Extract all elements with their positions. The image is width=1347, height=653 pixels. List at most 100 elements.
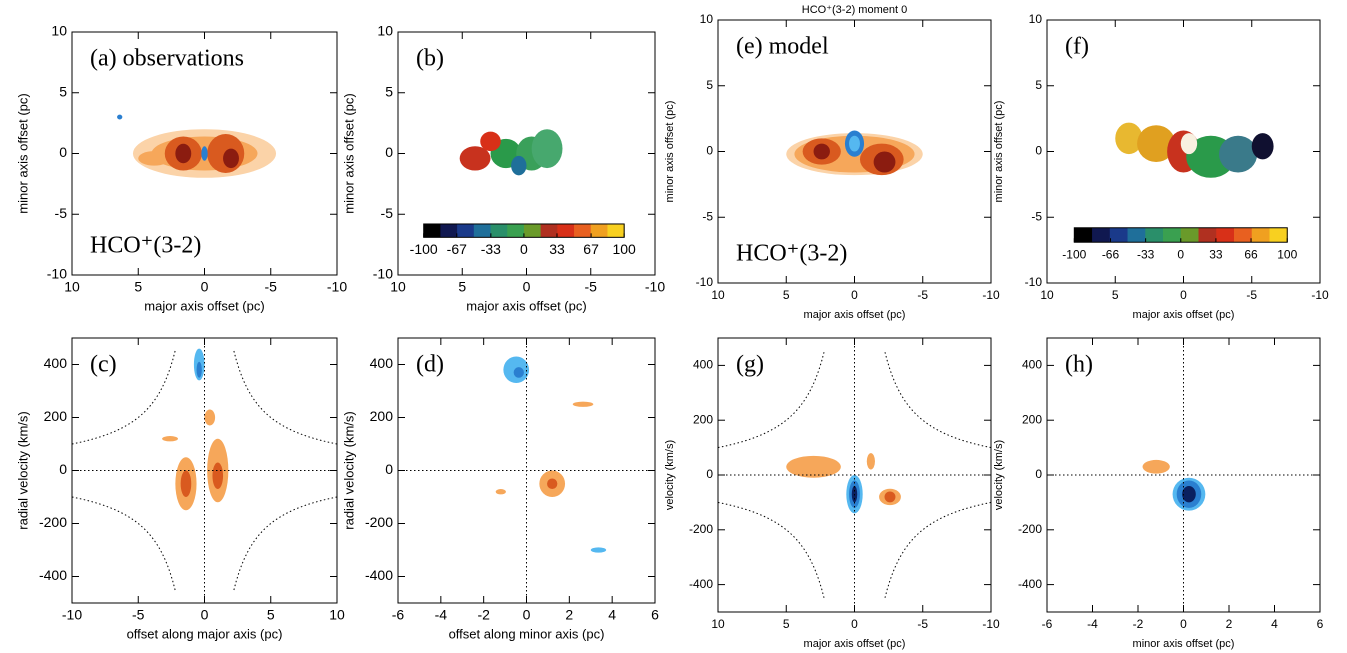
x-tick-label: 10 <box>329 607 345 623</box>
y-tick-label: 0 <box>59 144 67 160</box>
y-tick-label: -10 <box>696 275 714 289</box>
y-tick-label: 5 <box>1035 78 1042 92</box>
contour-region <box>138 151 171 166</box>
contour-region <box>590 547 607 553</box>
x-tick-label: 5 <box>783 617 790 631</box>
x-tick-label: -10 <box>645 279 665 295</box>
figure-title: HCO⁺(3-2) moment 0 <box>802 4 907 16</box>
panel-label: (a) observations <box>90 46 244 72</box>
colorbar-cell <box>540 223 558 238</box>
contour-region <box>1218 135 1258 173</box>
y-axis-label: minor axis offset (pc) <box>993 101 1005 203</box>
contour-region <box>1180 133 1198 155</box>
panel-label: (d) <box>416 352 444 378</box>
contour-region <box>572 401 594 407</box>
contour-region <box>1251 133 1274 160</box>
colorbar-tick-label: -100 <box>410 241 438 257</box>
y-axis-label: velocity (km/s) <box>664 440 676 510</box>
x-tick-label: 0 <box>201 607 209 623</box>
panel: -10 -5 0 5 10 -400 -200 0 200 400 offset along maj… <box>15 337 345 641</box>
contour-region <box>531 129 563 169</box>
y-tick-label: 400 <box>1022 358 1042 372</box>
y-tick-label: -400 <box>1018 577 1042 591</box>
panel: -6 -4 -2 0 2 4 6 -400 -200 0 200 400 minor axis offs… <box>993 337 1324 650</box>
x-tick-label: -5 <box>585 279 598 295</box>
y-tick-label: -200 <box>365 514 393 530</box>
x-tick-label: 0 <box>1180 617 1187 631</box>
y-tick-label: 10 <box>377 23 393 39</box>
x-axis-label: major axis offset (pc) <box>804 309 906 321</box>
contour-region <box>180 470 192 497</box>
contour-region <box>212 462 224 490</box>
colorbar-tick-label: -33 <box>1137 247 1155 261</box>
panel-label: (h) <box>1065 352 1093 378</box>
panel: 10 5 0 -5 -10 -10 -5 0 5 10 major axis offset (pc)… <box>664 4 1000 321</box>
contour-region <box>873 151 896 173</box>
contour-region <box>1182 485 1196 503</box>
x-tick-label: -5 <box>1246 288 1257 302</box>
y-tick-label: -5 <box>381 205 394 221</box>
x-tick-label: -10 <box>982 288 1000 302</box>
colorbar-tick-label: -100 <box>1062 247 1086 261</box>
x-axis-label: minor axis offset (pc) <box>1133 638 1235 650</box>
y-axis-label: radial velocity (km/s) <box>341 411 356 529</box>
reference-curve <box>71 349 176 445</box>
x-axis-label: major axis offset (pc) <box>466 298 586 313</box>
colorbar-cell <box>1216 227 1235 243</box>
x-axis-label: offset along minor axis (pc) <box>449 626 605 641</box>
contour-region <box>459 146 491 171</box>
y-tick-label: 5 <box>59 83 67 99</box>
x-tick-label: -4 <box>435 607 448 623</box>
x-tick-label: 6 <box>651 607 659 623</box>
x-tick-label: 0 <box>201 279 209 295</box>
x-tick-label: 10 <box>711 288 725 302</box>
x-axis-label: major axis offset (pc) <box>144 298 264 313</box>
x-tick-label: 4 <box>1271 617 1278 631</box>
colorbar-tick-label: -33 <box>481 241 501 257</box>
colorbar-cell <box>1109 227 1129 243</box>
x-tick-label: 2 <box>565 607 573 623</box>
colorbar-cell <box>1251 227 1270 243</box>
x-tick-label: -10 <box>982 617 1000 631</box>
colorbar-tick-label: -67 <box>447 241 467 257</box>
colorbar-cell <box>440 223 458 238</box>
colorbar-cell <box>507 223 525 238</box>
y-tick-label: 0 <box>385 144 393 160</box>
annotation: HCO⁺(3-2) <box>736 241 847 267</box>
y-tick-label: 400 <box>693 358 713 372</box>
colorbar-cell <box>1234 227 1253 243</box>
colorbar-cell <box>1145 227 1164 243</box>
contour-region <box>201 146 208 161</box>
y-tick-label: -10 <box>1025 275 1043 289</box>
x-tick-label: 5 <box>783 288 790 302</box>
y-tick-label: -400 <box>39 567 67 583</box>
colorbar-tick-label: 100 <box>1277 247 1297 261</box>
x-tick-label: 4 <box>608 607 616 623</box>
contour-region <box>513 367 524 378</box>
colorbar-cell <box>457 223 475 238</box>
y-tick-label: -200 <box>1018 522 1042 536</box>
y-tick-label: 200 <box>1022 412 1042 426</box>
contour-region <box>813 143 830 160</box>
x-tick-label: -4 <box>1087 617 1098 631</box>
y-tick-label: 5 <box>385 83 393 99</box>
x-tick-label: -5 <box>917 617 928 631</box>
colorbar-cell <box>574 223 592 238</box>
y-axis-label: velocity (km/s) <box>993 440 1005 510</box>
colorbar-tick-label: 67 <box>583 241 599 257</box>
panel: -6 -4 -2 0 2 4 6 -400 -200 0 200 400 offset along mi… <box>341 337 659 641</box>
reference-curve <box>71 496 176 592</box>
x-tick-label: 0 <box>523 607 531 623</box>
colorbar-cell <box>1074 227 1093 243</box>
y-tick-label: -200 <box>39 514 67 530</box>
x-tick-label: 10 <box>711 617 725 631</box>
colorbar-tick-label: 33 <box>549 241 565 257</box>
contour-region <box>1115 122 1143 155</box>
y-tick-label: -400 <box>689 577 713 591</box>
x-tick-label: 2 <box>1226 617 1233 631</box>
colorbar-tick-label: 100 <box>612 241 636 257</box>
colorbar-cell <box>1180 227 1200 243</box>
panel-label: (g) <box>736 352 764 378</box>
x-tick-label: 10 <box>1040 288 1054 302</box>
x-tick-label: 5 <box>458 279 466 295</box>
